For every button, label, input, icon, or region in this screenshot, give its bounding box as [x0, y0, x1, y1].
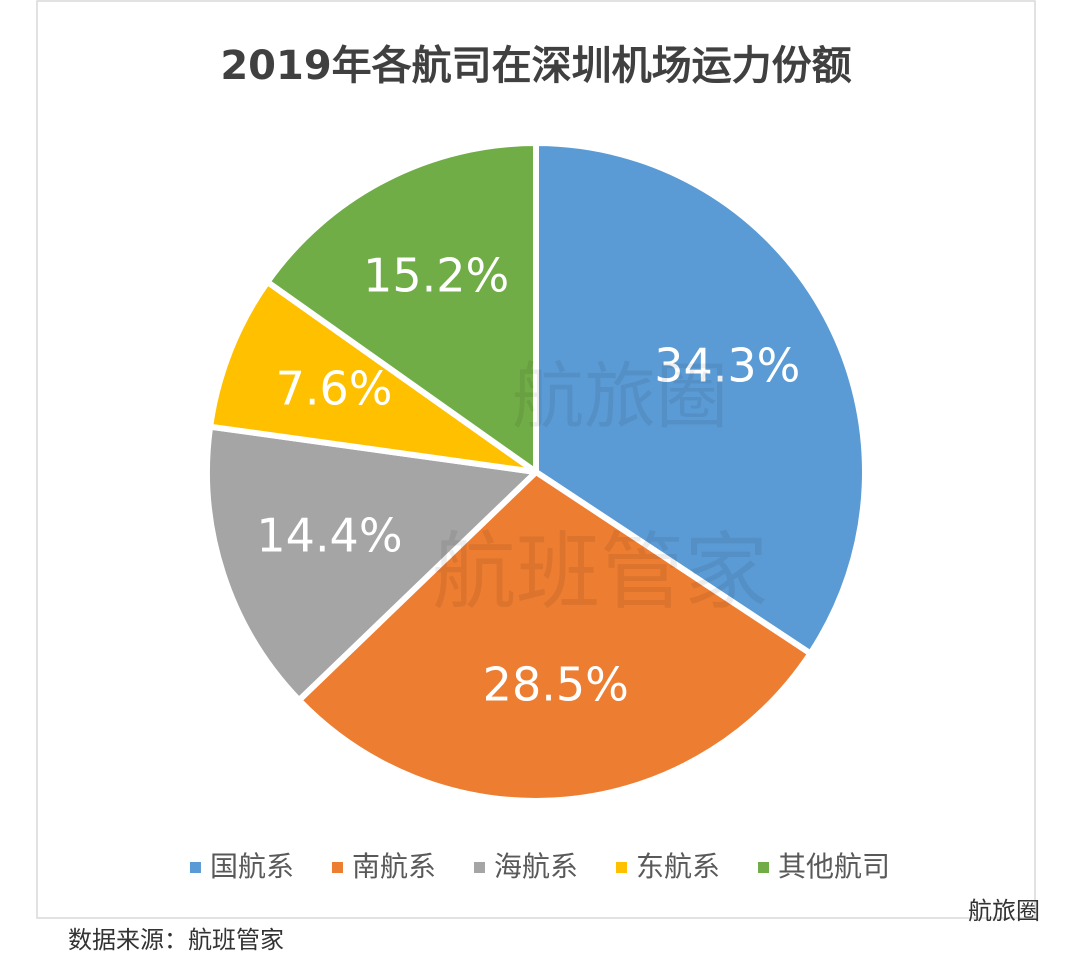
- pie-slice: [296, 469, 814, 804]
- data-label: 28.5%: [483, 658, 629, 712]
- pie: [204, 140, 868, 804]
- data-label: 14.4%: [256, 509, 402, 563]
- legend-label: 其他航司: [778, 850, 890, 883]
- watermark: 航班管家: [432, 523, 768, 621]
- legend-swatch: [331, 862, 343, 873]
- legend: 国航系 南航系 海航系 东航系 其他航司: [189, 850, 890, 883]
- data-label: 15.2%: [363, 249, 509, 303]
- legend-swatch: [189, 862, 201, 873]
- source: 数据来源：航班管家: [68, 926, 284, 954]
- pie-slice: [264, 140, 539, 475]
- data-label: 34.3%: [654, 339, 800, 393]
- legend-label: 南航系: [352, 850, 436, 883]
- legend-label: 国航系: [210, 850, 294, 883]
- legend-swatch: [473, 862, 485, 873]
- legend-swatch: [616, 862, 628, 873]
- pie-slice: [207, 278, 539, 475]
- brand: 航旅圈: [968, 897, 1040, 925]
- watermark: 航旅圈: [512, 355, 728, 439]
- data-label: 7.6%: [276, 362, 393, 416]
- chart-title: 2019年各航司在深圳机场运力份额: [220, 43, 851, 89]
- legend-swatch: [758, 862, 770, 873]
- labels: 34.3% 28.5% 14.4% 7.6% 15.2%: [256, 249, 800, 712]
- legend-label: 海航系: [494, 850, 578, 883]
- legend-label: 东航系: [636, 850, 720, 883]
- pie-slice: [204, 423, 539, 704]
